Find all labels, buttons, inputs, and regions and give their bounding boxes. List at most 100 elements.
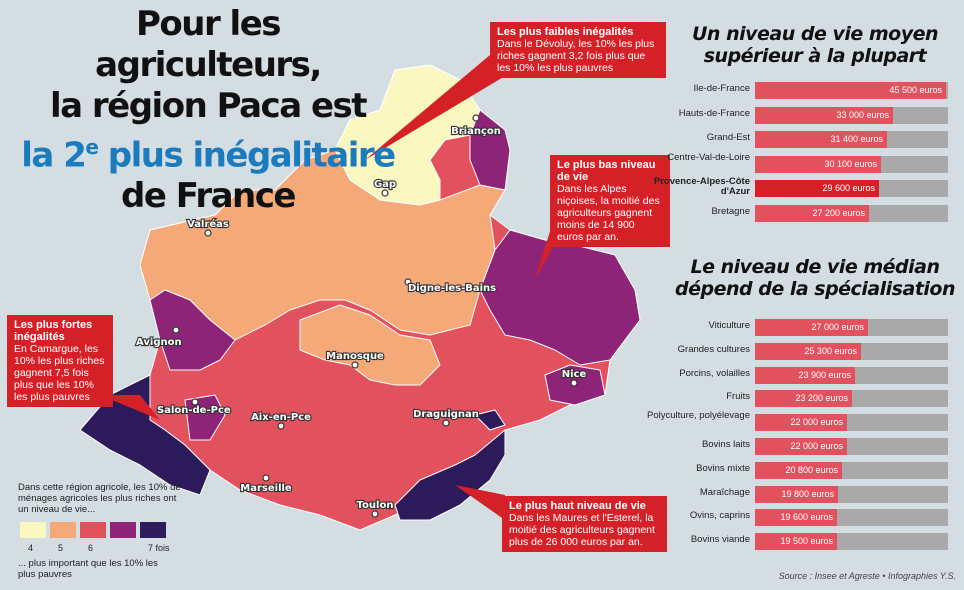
city-dot — [381, 189, 389, 197]
callout-haut-body: Dans les Maures et l'Esterel, la moitié … — [509, 512, 655, 548]
bar-value-label: 27 200 euros — [812, 207, 865, 218]
bar-category-label: Hauts-de-France — [678, 107, 750, 119]
city-dot — [404, 278, 412, 286]
city-label: Draguignan — [413, 409, 479, 420]
bar-value-label: 19 600 euros — [780, 512, 833, 523]
legend-swatch — [80, 522, 106, 538]
city-dot — [204, 229, 212, 237]
bar-track: 23 900 euros — [755, 366, 948, 384]
bar: 27 000 euros — [755, 319, 868, 336]
bar-track: 22 000 euros — [755, 438, 948, 455]
city-dot — [191, 398, 199, 406]
city-label: Gap — [374, 179, 396, 190]
bar: 31 400 euros — [755, 131, 887, 148]
map-region-purple-salon — [184, 394, 226, 441]
map-region-purple-north — [469, 109, 511, 191]
city-label: Manosque — [326, 351, 384, 362]
panel2-title: Le niveau de vie médian dépend de la spé… — [675, 256, 956, 300]
bar-category-label: Polyculture, polyélevage — [647, 410, 750, 422]
bar-category-label: Bovins mixte — [696, 462, 750, 474]
legend-swatch-label: 7 fois — [148, 543, 170, 553]
bar-track: 22 000 euros — [755, 414, 948, 432]
callout-fortes-body: En Camargue, les 10% les plus riches gag… — [14, 343, 105, 403]
legend-swatch — [110, 522, 136, 538]
bar: 20 800 euros — [755, 461, 842, 479]
callout-haut-niveau: Le plus haut niveau de vie Dans les Maur… — [502, 496, 667, 552]
bar-category-label: Grandes cultures — [677, 343, 750, 355]
map-region-dark-maures — [394, 429, 506, 521]
city-label: Nice — [562, 369, 587, 380]
bar: 23 200 euros — [755, 390, 852, 408]
city-dot — [570, 379, 578, 387]
bar: 23 900 euros — [755, 366, 855, 384]
bar: 22 000 euros — [755, 414, 847, 432]
bar: 33 000 euros — [755, 106, 893, 124]
bar-category-label: Provence-Alpes-Côte d'Azur — [653, 176, 750, 197]
legend-swatch-label: 5 — [58, 543, 64, 553]
city-dot — [262, 474, 270, 482]
city-label: Salon-de-Pce — [157, 405, 231, 416]
bar: 22 000 euros — [755, 438, 847, 455]
bar-category-label: Centre-Val-de-Loire — [667, 151, 750, 163]
bar-value-label: 23 200 euros — [795, 393, 848, 404]
panel1-title: Un niveau de vie moyen supérieur à la pl… — [692, 23, 939, 67]
bar-category-label: Grand-Est — [706, 132, 750, 143]
bar-category-label: Viticulture — [708, 320, 750, 331]
bar-track: 29 600 euros — [755, 180, 948, 197]
city-label: Briançon — [451, 126, 501, 137]
bar-value-label: 33 000 euros — [836, 109, 889, 120]
callout-faibles-body: Dans le Dévoluy, les 10% les plus riches… — [497, 38, 655, 74]
bar-value-label: 20 800 euros — [785, 464, 838, 475]
source-credit: Source : Insee et Agreste • Infographies… — [778, 571, 956, 581]
bar-track: 45 500 euros — [755, 82, 948, 99]
title-line-1: Pour les agriculteurs, — [95, 4, 322, 85]
bar-category-label: Ile-de-France — [693, 83, 751, 94]
title-line-4: de France — [121, 176, 296, 217]
legend-swatch — [20, 522, 46, 538]
callout-faibles-heading: Les plus faibles inégalités — [497, 26, 634, 38]
bar-value-label: 45 500 euros — [889, 85, 942, 95]
callout-fortes-inegalites: Les plus fortes inégalités En Camargue, … — [7, 315, 113, 407]
bar-value-label: 19 500 euros — [780, 536, 833, 547]
bar-value-label: 22 000 euros — [790, 441, 843, 451]
bar-category-label: Maraîchage — [699, 486, 750, 498]
bar: 29 600 euros — [755, 180, 879, 197]
city-dot — [371, 510, 379, 518]
city-dot — [351, 361, 359, 369]
bar-category-label: Bovins viande — [690, 534, 750, 546]
legend-intro: Dans cette région agricole, les 10% de m… — [18, 482, 181, 515]
callout-bas-body: Dans les Alpes niçoises, la moitié des a… — [557, 183, 660, 243]
bar: 45 500 euros — [755, 82, 946, 99]
bar: 30 100 euros — [755, 155, 881, 173]
map-region-orange-2 — [299, 304, 441, 386]
bar-value-label: 30 100 euros — [824, 158, 877, 169]
bar-track: 33 000 euros — [755, 106, 948, 124]
bar-track: 19 800 euros — [755, 485, 948, 503]
bar-category-label: Ovins, caprins — [689, 510, 750, 522]
city-dot — [472, 114, 480, 122]
bar-track: 31 400 euros — [755, 131, 948, 148]
legend-swatch — [140, 522, 166, 538]
bar-track: 23 200 euros — [755, 390, 948, 408]
bar-category-label: Porcins, volailles — [679, 367, 750, 379]
bar-track: 19 600 euros — [755, 509, 948, 527]
bar-category-label: Fruits — [726, 391, 750, 403]
city-label: Digne-les-Bains — [408, 283, 496, 294]
callout-fortes-heading: Les plus fortes inégalités — [14, 319, 93, 343]
title-line-2: la région Paca est — [49, 86, 368, 126]
callout-faibles-inegalites: Les plus faibles inégalités Dans le Dévo… — [490, 22, 666, 78]
callout-bas-niveau: Le plus bas niveau de vie Dans les Alpes… — [550, 155, 670, 247]
legend-outro: ... plus important que les 10% les plus … — [18, 558, 158, 580]
legend-swatch-label: 6 — [88, 543, 94, 553]
title-line-3: la 2e plus inégalitaire — [21, 135, 396, 176]
bar: 27 200 euros — [755, 204, 869, 222]
bar: 19 600 euros — [755, 509, 837, 527]
callout-bas-heading: Le plus bas niveau de vie — [557, 159, 656, 183]
city-label: Aix-en-Pce — [251, 412, 311, 423]
callout-haut-heading: Le plus haut niveau de vie — [509, 500, 646, 512]
bar-category-label: Bretagne — [711, 205, 750, 217]
city-label: Valréas — [187, 218, 229, 230]
bar-value-label: 29 600 euros — [822, 183, 875, 193]
bar-track: 30 100 euros — [755, 155, 948, 173]
city-dot — [172, 326, 180, 334]
